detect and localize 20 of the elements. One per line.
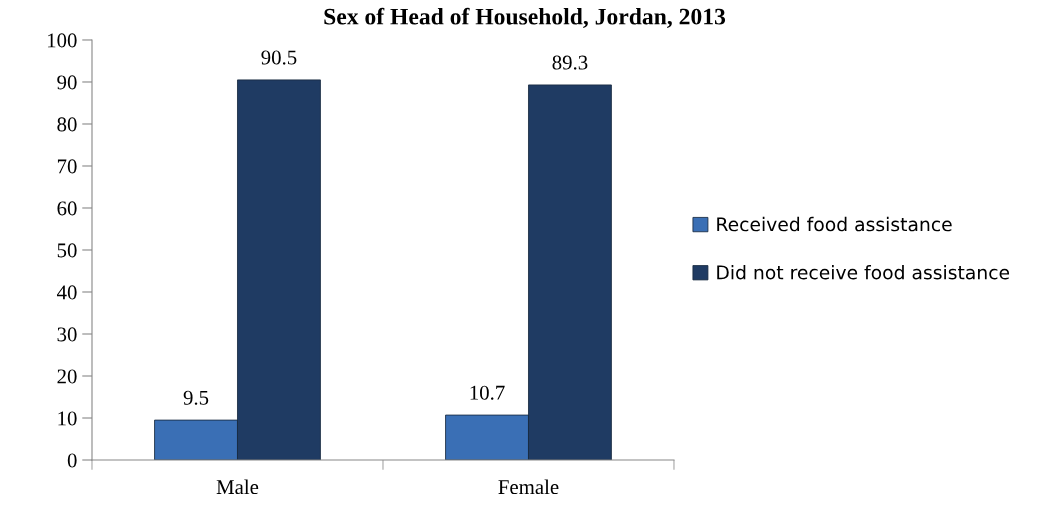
- y-tick-label: 30: [57, 327, 77, 342]
- legend-label: Did not receive food assistance: [717, 264, 1010, 280]
- y-tick-label: 100: [48, 33, 77, 48]
- x-tick-label: Male: [216, 479, 259, 495]
- y-tick-label: 60: [57, 201, 77, 216]
- data-label: 90.5: [261, 50, 297, 65]
- data-label: 89.3: [552, 55, 588, 70]
- y-tick-label: 90: [57, 75, 77, 90]
- x-tick-label: Female: [498, 479, 559, 495]
- y-tick-label: 0: [67, 453, 77, 468]
- chart-title: Sex of Head of Household, Jordan, 2013: [324, 7, 726, 28]
- y-tick-label: 50: [57, 243, 77, 258]
- data-label: 9.5: [183, 390, 209, 405]
- legend-label: Received food assistance: [717, 216, 952, 232]
- y-tick-label: 70: [57, 159, 77, 174]
- data-label: 10.7: [470, 385, 505, 400]
- y-tick-label: 40: [56, 285, 77, 300]
- y-tick-label: 20: [57, 369, 77, 384]
- y-tick-label: 80: [57, 117, 77, 132]
- y-tick-label: 10: [58, 411, 77, 426]
